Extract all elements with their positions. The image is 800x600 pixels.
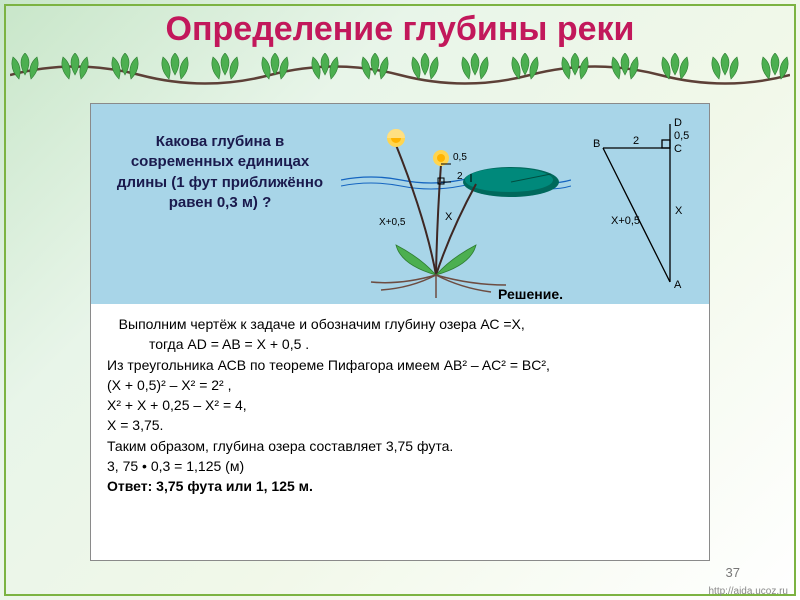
label-two-tri: 2 [633, 135, 639, 147]
watermark-text: http://aida.ucoz.ru [709, 586, 789, 597]
page-number: 37 [726, 565, 740, 580]
label-half-tri: 0,5 [674, 130, 689, 142]
label-A: A [674, 279, 682, 291]
question-text: Какова глубина в современных единицах дл… [105, 132, 335, 213]
sol-line5: Х = 3,75. [107, 415, 693, 435]
lotus-illustration: 0,5 2 X X+0,5 [341, 110, 571, 300]
sol-line3: (Х + 0,5)² – Х² = 2² , [107, 375, 693, 395]
label-two: 2 [457, 171, 463, 182]
diagram-area: Какова глубина в современных единицах дл… [91, 104, 709, 304]
triangle-diagram: D 0,5 B 2 C X X+0,5 A [575, 114, 695, 294]
sol-line1: Выполним чертёж к задаче и обозначим глу… [107, 314, 693, 334]
solution-heading: Решение. [498, 286, 563, 302]
label-X-tri: X [675, 205, 683, 217]
sol-line6: Таким образом, глубина озера составляет … [107, 436, 693, 456]
sol-line2: Из треугольника АСВ по теореме Пифагора … [107, 355, 693, 375]
label-Xp-tri: X+0,5 [611, 215, 640, 227]
label-half: 0,5 [453, 152, 467, 163]
label-B: B [593, 138, 600, 150]
label-xp: X+0,5 [379, 217, 406, 228]
sol-line1b: тогда AD = AB = X + 0,5 . [107, 334, 693, 354]
label-D: D [674, 117, 682, 129]
solution-text: Выполним чертёж к задаче и обозначим глу… [91, 304, 709, 503]
content-card: Какова глубина в современных единицах дл… [90, 103, 710, 561]
sol-line4: Х² + Х + 0,25 – Х² = 4, [107, 395, 693, 415]
sol-answer: Ответ: 3,75 фута или 1, 125 м. [107, 476, 693, 496]
vine-decoration [10, 53, 790, 97]
sol-line7: 3, 75 • 0,3 = 1,125 (м) [107, 456, 693, 476]
label-C: C [674, 143, 682, 155]
label-x: X [445, 211, 453, 223]
